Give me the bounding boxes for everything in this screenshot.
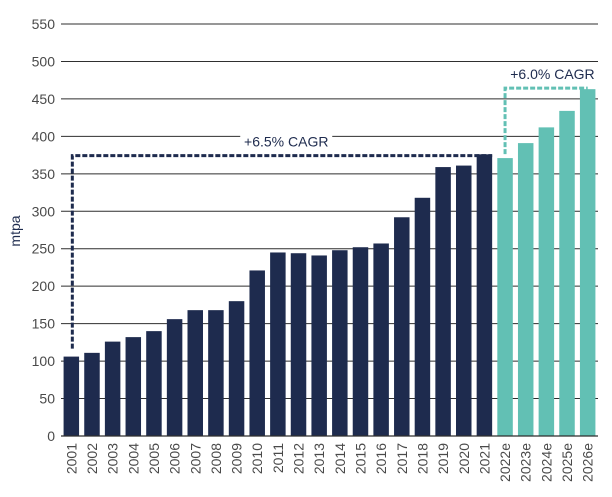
bar-2018	[414, 197, 431, 436]
y-tick-label: 250	[32, 241, 56, 257]
y-tick-label: 350	[32, 166, 56, 182]
x-tick-label: 2009	[229, 443, 245, 474]
x-tick-label: 2024e	[538, 443, 554, 482]
bar-2021	[476, 154, 493, 437]
x-tick-label: 2016	[373, 443, 389, 474]
x-tick-label: 2020	[456, 443, 472, 474]
x-tick-label: 2026e	[580, 443, 596, 482]
bar-2010	[249, 270, 265, 436]
x-tick-label: 2005	[146, 443, 162, 474]
bar-2003	[104, 341, 121, 436]
bar-2023e	[517, 143, 534, 436]
y-axis-ticks: 0 50 100 150 200 250 300 350 400 450 500 550	[32, 16, 56, 444]
cagr-label-forecast: +6.0% CAGR	[510, 66, 594, 82]
x-tick-label: 2002	[84, 443, 100, 474]
x-tick-label: 2003	[105, 443, 121, 474]
bar-2014	[332, 250, 348, 436]
x-tick-label: 2013	[311, 443, 327, 474]
x-tick-label: 2025e	[559, 443, 575, 482]
bar-2020	[456, 165, 472, 436]
bar-2026e	[579, 89, 596, 437]
y-tick-label: 200	[32, 278, 56, 294]
bar-2017	[394, 217, 410, 436]
x-tick-label: 2022e	[497, 443, 513, 482]
bar-2015	[352, 247, 369, 436]
bar-2004	[125, 337, 142, 436]
bars	[63, 89, 596, 437]
x-tick-label: 2001	[63, 443, 79, 474]
y-tick-label: 500	[32, 53, 56, 69]
y-tick-label: 550	[32, 16, 56, 32]
bar-2012	[290, 253, 307, 436]
x-tick-label: 2004	[125, 443, 141, 474]
y-tick-label: 0	[47, 428, 55, 444]
cagr-bracket-historic	[70, 154, 493, 349]
bar-2013	[311, 255, 327, 436]
x-tick-label: 2007	[187, 443, 203, 474]
x-tick-label: 2021	[476, 443, 492, 474]
x-tick-label: 2015	[352, 443, 368, 474]
bar-2024e	[538, 127, 555, 436]
bar-2011	[270, 252, 286, 436]
bar-2009	[228, 301, 245, 436]
bar-2007	[187, 310, 203, 436]
x-tick-label: 2011	[270, 443, 286, 473]
bar-2019	[435, 167, 451, 437]
x-tick-label: 2012	[291, 443, 307, 474]
x-axis-ticks: 2001 2002 2003 2004 2005 2006 2007 2008 2009 2010…	[63, 443, 595, 482]
bar-2016	[373, 243, 389, 436]
x-tick-label: 2010	[249, 443, 265, 474]
x-tick-label: 2006	[167, 443, 183, 474]
cagr-label-historic: +6.5% CAGR	[244, 134, 328, 150]
x-tick-label: 2023e	[518, 443, 534, 482]
bar-2006	[166, 319, 183, 436]
x-tick-label: 2019	[435, 443, 451, 474]
label-bg	[240, 133, 333, 150]
bar-2002	[84, 352, 100, 436]
x-tick-label: 2008	[208, 443, 224, 474]
y-axis-label: mtpa	[7, 215, 23, 246]
bar-2005	[146, 331, 162, 436]
bar-2025e	[559, 110, 575, 437]
bar-2008	[208, 310, 224, 436]
y-tick-label: 450	[32, 91, 56, 107]
cagr-bracket-forecast	[503, 86, 588, 155]
x-tick-label: 2014	[332, 443, 348, 474]
y-tick-label: 100	[32, 353, 56, 369]
y-tick-label: 400	[32, 128, 56, 144]
y-tick-label: 300	[32, 203, 56, 219]
bar-2001	[63, 356, 80, 436]
x-tick-label: 2018	[414, 443, 430, 474]
bar-2022e	[497, 158, 513, 436]
x-tick-label: 2017	[394, 443, 410, 474]
cagr-annotations: +6.5% CAGR +6.0% CAGR	[70, 66, 595, 349]
y-tick-label: 50	[39, 391, 55, 407]
y-tick-label: 150	[32, 316, 56, 332]
